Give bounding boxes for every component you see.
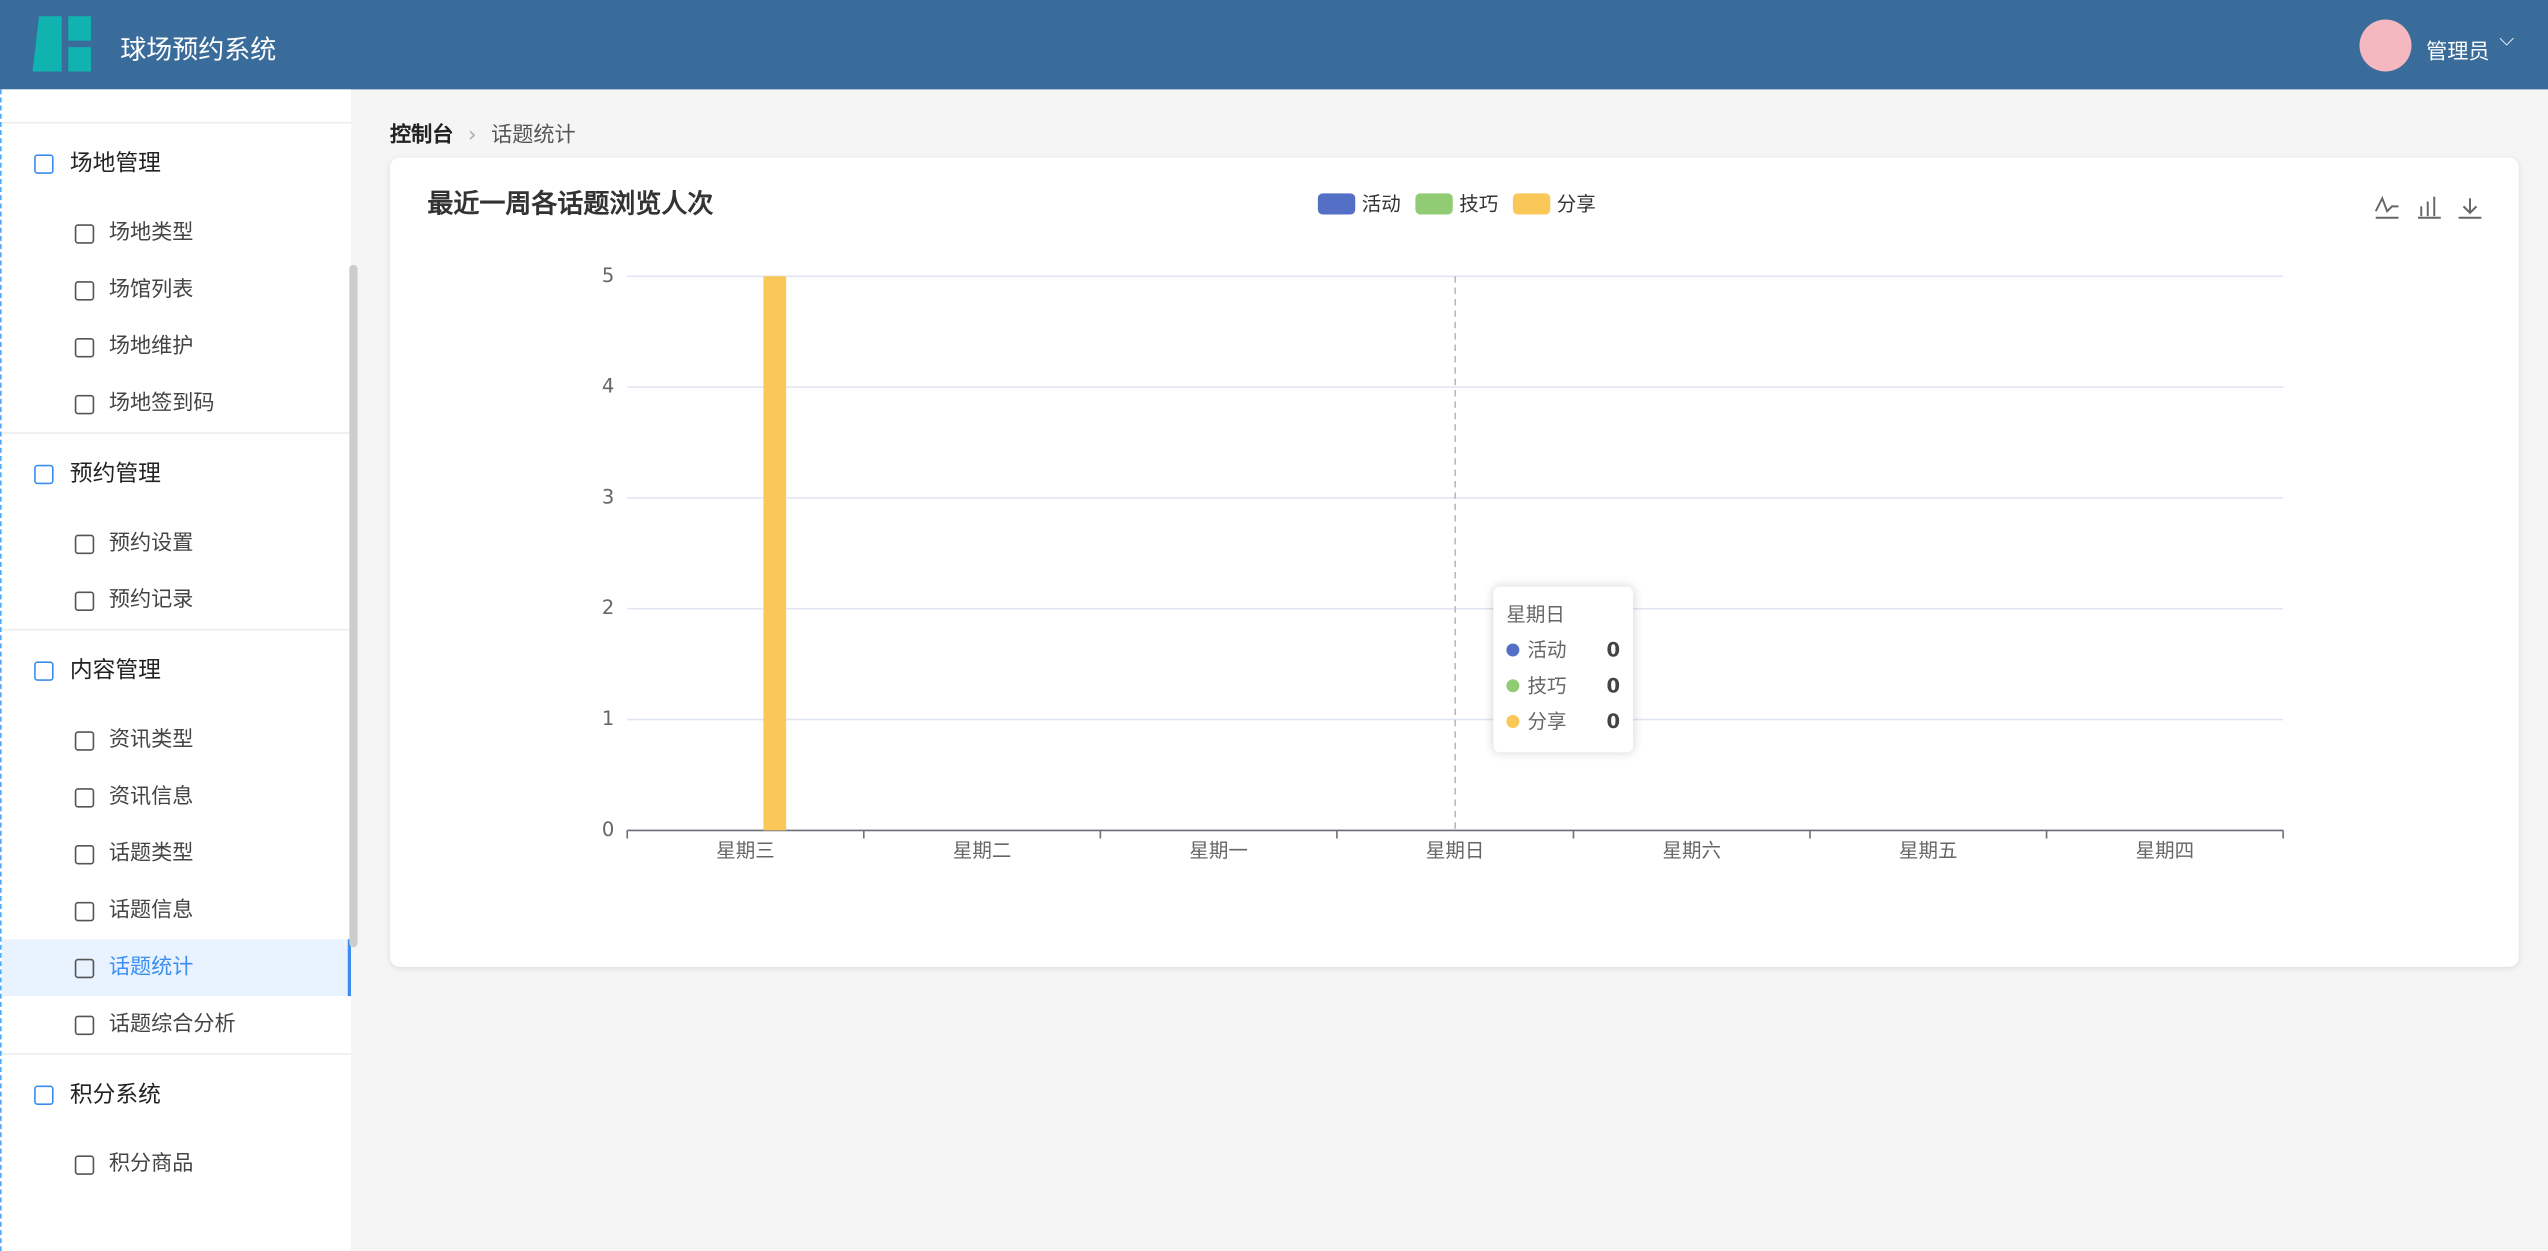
app-title: 球场预约系统: [120, 34, 277, 65]
menu-icon: [74, 788, 95, 808]
menu-item[interactable]: 积分商品: [2, 1136, 351, 1193]
x-tick-label: 星期二: [953, 839, 1012, 862]
x-tick-label: 星期一: [1189, 839, 1248, 862]
menu-item[interactable]: 话题信息: [2, 882, 351, 939]
breadcrumb-item: 话题统计: [491, 123, 576, 148]
tooltip-name: 活动: [1527, 638, 1567, 662]
menu-icon: [74, 845, 95, 865]
menu-item[interactable]: 场地类型: [2, 205, 351, 262]
tooltip-value: 0: [1606, 674, 1621, 698]
menu-item[interactable]: 话题综合分析: [2, 996, 351, 1053]
tooltip-row: 分享 0: [1506, 704, 1620, 740]
menu-item[interactable]: 预约记录: [2, 572, 351, 629]
tooltip-value: 0: [1606, 638, 1621, 662]
toolbox[interactable]: [2374, 195, 2482, 219]
x-tick-label: 星期日: [1426, 839, 1485, 862]
tooltip: 星期日活动 0 技巧 0 分享 0: [1493, 586, 1634, 753]
x-tick-label: 星期三: [716, 839, 775, 862]
menu-icon: [74, 224, 95, 244]
y-tick-label: 4: [602, 375, 614, 398]
tooltip-name: 分享: [1527, 710, 1567, 733]
x-tick-label: 星期六: [1662, 839, 1721, 862]
y-tick-label: 2: [602, 596, 614, 619]
tooltip-title: 星期日: [1506, 602, 1565, 626]
legend-label[interactable]: 活动: [1362, 192, 1401, 215]
tooltip-dot: [1506, 643, 1520, 657]
menu-icon: [74, 394, 95, 415]
menu-icon: [74, 1015, 95, 1036]
menu-group[interactable]: 预约管理: [1, 432, 351, 515]
menu-group[interactable]: 积分系统: [1, 1053, 351, 1136]
legend-swatch[interactable]: [1317, 193, 1356, 215]
chart-title: 最近一周各话题浏览人次: [427, 188, 713, 219]
legend-label[interactable]: 分享: [1557, 192, 1596, 215]
legend-swatch[interactable]: [1512, 193, 1551, 215]
menu-item[interactable]: 场地维护: [2, 319, 351, 376]
menu-icon: [74, 731, 95, 751]
tooltip-name: 技巧: [1527, 674, 1567, 698]
menu-icon: [74, 901, 95, 922]
tooltip-row: 技巧 0: [1506, 668, 1620, 704]
tooltip-dot: [1506, 679, 1520, 693]
dropdown-arrow[interactable]: ⌵: [2499, 27, 2515, 51]
menu-icon: [34, 154, 54, 174]
menu-icon: [34, 464, 54, 485]
x-tick-label: 星期四: [2136, 839, 2195, 862]
x-tick-label: 星期五: [1899, 839, 1958, 862]
breadcrumb: 控制台 › 话题统计: [390, 123, 576, 148]
logo: [32, 16, 91, 72]
menu-icon: [34, 661, 54, 681]
menu-icon: [74, 534, 95, 555]
menu-item[interactable]: 资讯类型: [2, 712, 351, 769]
menu-icon: [74, 338, 95, 358]
menu-icon: [34, 1085, 54, 1105]
y-tick-label: 1: [602, 707, 614, 730]
chart-card: 最近一周各话题浏览人次 0 1 2 3 4 5 星期三 星期二 星期一 星期日 星期六 星期五 星期四活…: [390, 157, 2519, 967]
menu-icon: [74, 281, 95, 301]
sidebar: 场地管理 场地类型 场馆列表 场地维护 场地签到码 预约管理 预约设置 预约记录 内容管理 资讯类…: [0, 89, 351, 1251]
legend-label[interactable]: 技巧: [1459, 192, 1498, 215]
bar: [763, 276, 787, 831]
menu-item[interactable]: 资讯信息: [2, 769, 351, 826]
menu-group[interactable]: 场地管理: [1, 121, 351, 205]
menu-icon: [74, 958, 95, 979]
header: 球场预约系统 管理员 ⌵: [0, 0, 2548, 90]
avatar[interactable]: [2359, 19, 2412, 72]
y-tick-label: 3: [602, 485, 614, 508]
menu-item[interactable]: 话题类型: [2, 826, 351, 883]
scrollbar[interactable]: [349, 264, 358, 948]
menu-item[interactable]: 话题统计: [1, 939, 351, 997]
menu-icon: [74, 1155, 95, 1175]
menu-item[interactable]: 场地签到码: [2, 375, 351, 432]
user-name[interactable]: 管理员: [2426, 40, 2490, 65]
menu-item[interactable]: 场馆列表: [2, 262, 351, 319]
tooltip-value: 0: [1606, 710, 1621, 733]
legend-swatch[interactable]: [1415, 193, 1453, 215]
menu-item[interactable]: 预约设置: [2, 515, 351, 572]
breadcrumb-item[interactable]: 控制台: [390, 123, 454, 148]
tooltip-row: 活动 0: [1506, 632, 1620, 668]
menu-icon: [74, 591, 95, 611]
y-tick-label: 5: [602, 264, 614, 287]
y-tick-label: 0: [602, 818, 614, 841]
tooltip-dot: [1506, 715, 1520, 728]
menu-group[interactable]: 内容管理: [1, 628, 351, 712]
